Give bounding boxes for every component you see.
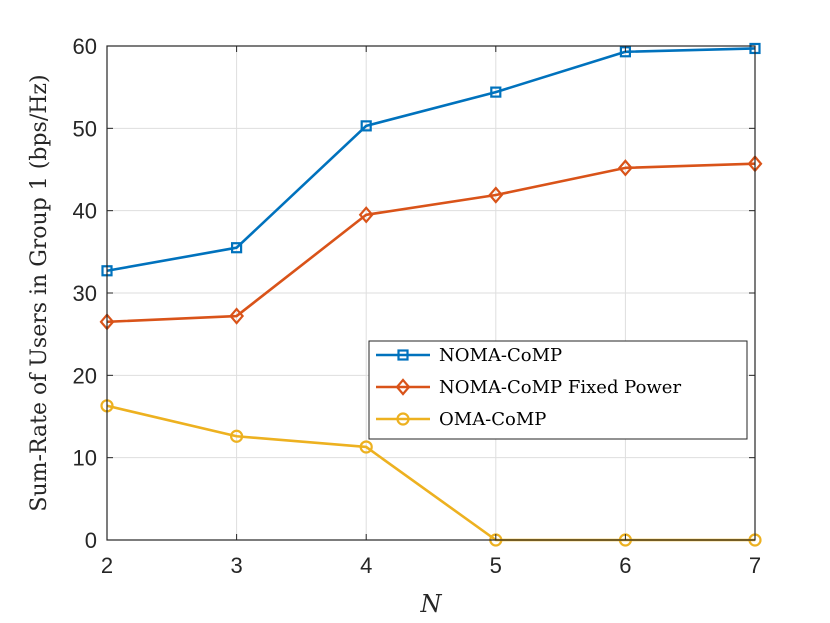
- series-lines: [106, 47, 756, 542]
- y-tick-labels: 0 10 20 30 40 50 60: [73, 34, 97, 553]
- series-line-0: [106, 47, 756, 273]
- series-markers: [99, 42, 763, 547]
- grid: [106, 45, 756, 541]
- x-tick-label: 6: [619, 553, 631, 578]
- x-tick-label: 3: [230, 553, 242, 578]
- data-point-square: [231, 242, 243, 254]
- data-point-diamond: [488, 186, 504, 204]
- x-tick-labels: 2 3 4 5 6 7: [101, 553, 761, 578]
- tick-marks: [106, 45, 756, 541]
- legend-marker: [397, 349, 409, 361]
- x-tick-label: 5: [490, 553, 502, 578]
- legend-marker: [396, 412, 410, 426]
- x-tick-label: 7: [749, 553, 761, 578]
- x-tick-label: 2: [101, 553, 113, 578]
- y-tick-label: 50: [73, 116, 97, 141]
- y-tick-label: 20: [73, 363, 97, 388]
- y-tick-label: 40: [73, 199, 97, 224]
- legend-label: NOMA-CoMP: [439, 345, 562, 366]
- x-axis-label: N: [420, 590, 443, 618]
- x-tick-label: 4: [360, 553, 372, 578]
- y-tick-label: 30: [73, 281, 97, 306]
- data-point-diamond: [617, 159, 633, 177]
- y-axis-label: Sum-Rate of Users in Group 1 (bps/Hz): [27, 74, 52, 511]
- legend-label: NOMA-CoMP Fixed Power: [439, 377, 681, 398]
- legend-marker: [395, 378, 411, 396]
- y-tick-label: 60: [73, 34, 97, 59]
- y-tick-label: 10: [73, 446, 97, 471]
- data-point-circle: [359, 440, 373, 454]
- data-point-square: [490, 86, 502, 98]
- series-line-1: [106, 162, 756, 324]
- data-point-diamond: [229, 307, 245, 325]
- data-point-circle: [230, 429, 244, 443]
- legend-box: [368, 340, 748, 440]
- legend: NOMA-CoMP NOMA-CoMP Fixed Power OMA-CoMP: [368, 340, 748, 440]
- data-point-square: [360, 120, 372, 132]
- data-point-diamond: [358, 206, 374, 224]
- y-tick-label: 0: [85, 528, 97, 553]
- legend-label: OMA-CoMP: [439, 409, 546, 430]
